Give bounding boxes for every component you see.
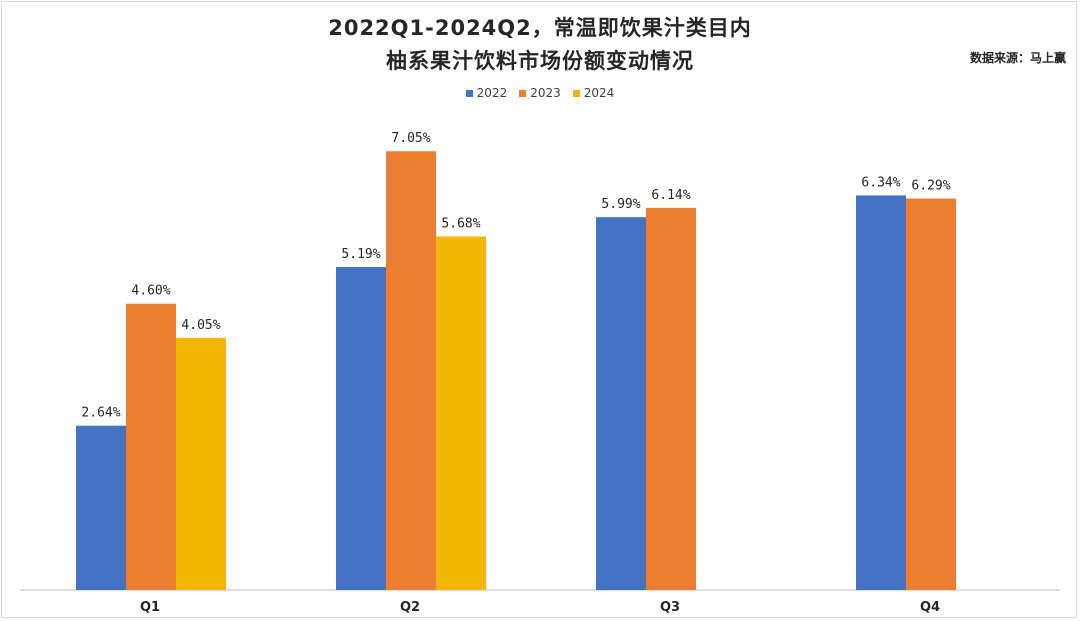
legend-swatch-2023 — [519, 89, 527, 97]
data-label-2023-Q3: 6.14% — [651, 188, 690, 203]
bar-2023-Q4 — [906, 198, 956, 590]
x-tick-label-Q4: Q4 — [920, 600, 940, 615]
legend-item-2023: 2023 — [519, 86, 561, 100]
legend-swatch-2024 — [572, 89, 580, 97]
bar-2023-Q1 — [126, 303, 176, 590]
bar-2023-Q3 — [646, 207, 696, 590]
legend-item-2022: 2022 — [465, 86, 508, 100]
chart-legend: 2022 2023 2024 — [0, 86, 1080, 100]
data-label-2024-Q1: 4.05% — [181, 318, 220, 333]
data-label-2022-Q1: 2.64% — [81, 406, 120, 421]
bar-2024-Q1 — [176, 337, 226, 590]
x-tick-label-Q2: Q2 — [400, 600, 420, 615]
x-tick-label-Q1: Q1 — [140, 600, 160, 615]
data-label-2022-Q2: 5.19% — [341, 247, 380, 262]
data-label-2022-Q4: 6.34% — [861, 175, 900, 190]
legend-label-2024: 2024 — [583, 86, 615, 100]
x-tick-label-Q3: Q3 — [660, 600, 680, 615]
data-label-2023-Q4: 6.29% — [911, 179, 950, 194]
data-label-2023-Q2: 7.05% — [391, 131, 430, 146]
data-source-note: 数据来源：马上赢 — [969, 51, 1066, 65]
chart-title-line-2: 柚系果汁饮料市场份额变动情况 — [386, 49, 694, 73]
data-label-2022-Q3: 5.99% — [601, 197, 640, 212]
data-label-2023-Q1: 4.60% — [131, 284, 170, 299]
data-label-2024-Q2: 5.68% — [441, 216, 480, 231]
legend-item-2024: 2024 — [572, 86, 615, 100]
chart-title-line-1: 2022Q1-2024Q2，常温即饮果汁类目内 — [328, 16, 752, 40]
bar-2022-Q4 — [856, 195, 906, 590]
bar-2022-Q3 — [596, 217, 646, 591]
legend-label-2022: 2022 — [476, 86, 508, 100]
bar-2023-Q2 — [386, 151, 436, 590]
legend-label-2023: 2023 — [530, 86, 561, 100]
bar-2024-Q2 — [436, 236, 486, 590]
legend-swatch-2022 — [465, 89, 473, 97]
bar-2022-Q2 — [336, 266, 386, 590]
bar-2022-Q1 — [76, 425, 126, 590]
